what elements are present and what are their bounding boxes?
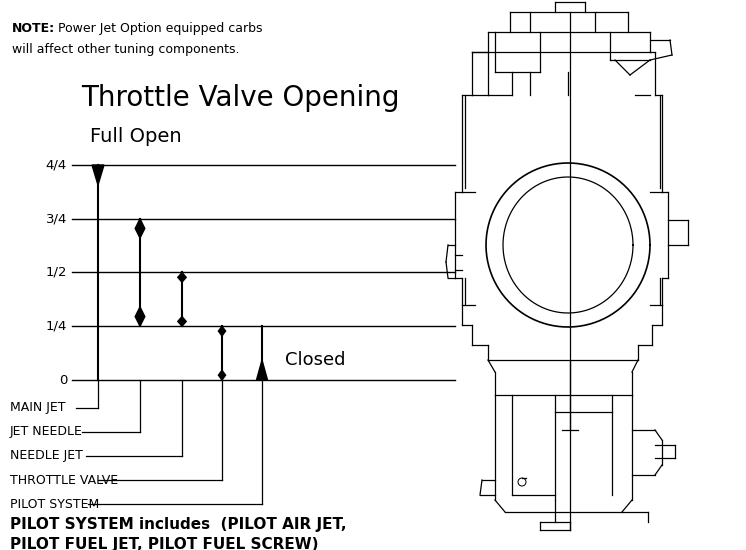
Polygon shape: [92, 165, 104, 185]
Polygon shape: [219, 370, 225, 380]
Text: 3/4: 3/4: [46, 212, 67, 226]
Text: JET NEEDLE: JET NEEDLE: [10, 426, 83, 438]
Polygon shape: [178, 317, 186, 326]
Polygon shape: [135, 219, 145, 238]
Polygon shape: [135, 307, 145, 326]
Text: NEEDLE JET: NEEDLE JET: [10, 449, 83, 463]
Text: NOTE:: NOTE:: [12, 22, 55, 35]
Text: Full Open: Full Open: [90, 128, 181, 146]
Text: 0: 0: [59, 373, 67, 387]
Text: PILOT SYSTEM includes  (PILOT AIR JET,
PILOT FUEL JET, PILOT FUEL SCREW): PILOT SYSTEM includes (PILOT AIR JET, PI…: [10, 517, 346, 550]
Text: will affect other tuning components.: will affect other tuning components.: [12, 43, 239, 56]
Text: PILOT SYSTEM: PILOT SYSTEM: [10, 498, 99, 510]
Polygon shape: [219, 326, 225, 336]
Text: Throttle Valve Opening: Throttle Valve Opening: [81, 84, 399, 112]
Text: MAIN JET: MAIN JET: [10, 402, 66, 415]
Polygon shape: [257, 360, 268, 380]
Text: THROTTLE VALVE: THROTTLE VALVE: [10, 474, 118, 487]
Text: 1/4: 1/4: [46, 320, 67, 333]
Text: 1/2: 1/2: [46, 266, 67, 279]
Text: Power Jet Option equipped carbs: Power Jet Option equipped carbs: [54, 22, 263, 35]
Text: 4/4: 4/4: [46, 158, 67, 172]
Polygon shape: [178, 272, 186, 282]
Text: Closed: Closed: [285, 351, 345, 369]
